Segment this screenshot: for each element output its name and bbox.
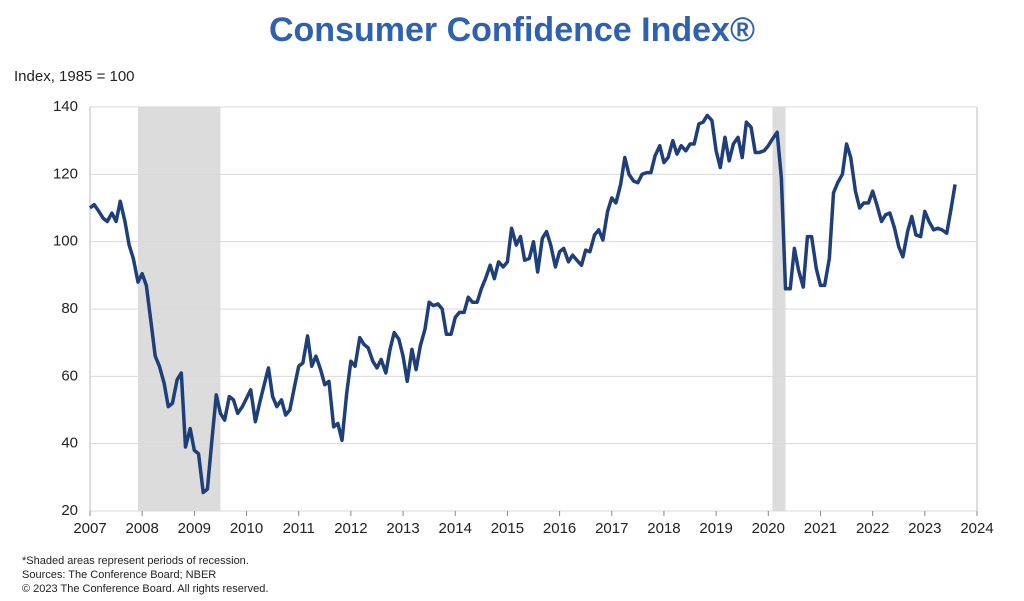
y-tick-label: 40	[61, 435, 78, 452]
y-tick-label: 20	[61, 502, 78, 519]
x-tick-label: 2018	[647, 520, 680, 537]
y-tick-label: 80	[61, 300, 78, 317]
x-tick-label: 2019	[699, 520, 732, 537]
x-tick-label: 2015	[491, 520, 524, 537]
data-line	[88, 113, 957, 495]
x-tick-label: 2021	[804, 520, 837, 537]
x-tick-label: 2020	[752, 520, 785, 537]
y-tick-label: 100	[53, 233, 78, 250]
x-tick-label: 2009	[178, 520, 211, 537]
x-tick-label: 2007	[73, 520, 106, 537]
y-tick-label: 120	[53, 165, 78, 182]
x-tick-label: 2017	[595, 520, 628, 537]
x-tick-label: 2024	[960, 520, 993, 537]
x-tick-label: 2008	[125, 520, 158, 537]
x-tick-label: 2022	[856, 520, 889, 537]
y-tick-label: 140	[53, 98, 78, 115]
x-tick-label: 2016	[543, 520, 576, 537]
x-tick-label: 2010	[230, 520, 263, 537]
x-tick-label: 2012	[334, 520, 367, 537]
x-tick-label: 2023	[908, 520, 941, 537]
x-tick-label: 2013	[386, 520, 419, 537]
footnote: Sources: The Conference Board; NBER	[22, 569, 216, 581]
chart-title: Consumer Confidence Index®	[269, 11, 755, 49]
y-tick-label: 60	[61, 367, 78, 384]
y-axis-label: Index, 1985 = 100	[14, 68, 135, 85]
x-tick-label: 2014	[439, 520, 472, 537]
footnote: *Shaded areas represent periods of reces…	[22, 555, 249, 567]
footnote: © 2023 The Conference Board. All rights …	[22, 583, 268, 595]
x-tick-label: 2011	[283, 520, 315, 537]
